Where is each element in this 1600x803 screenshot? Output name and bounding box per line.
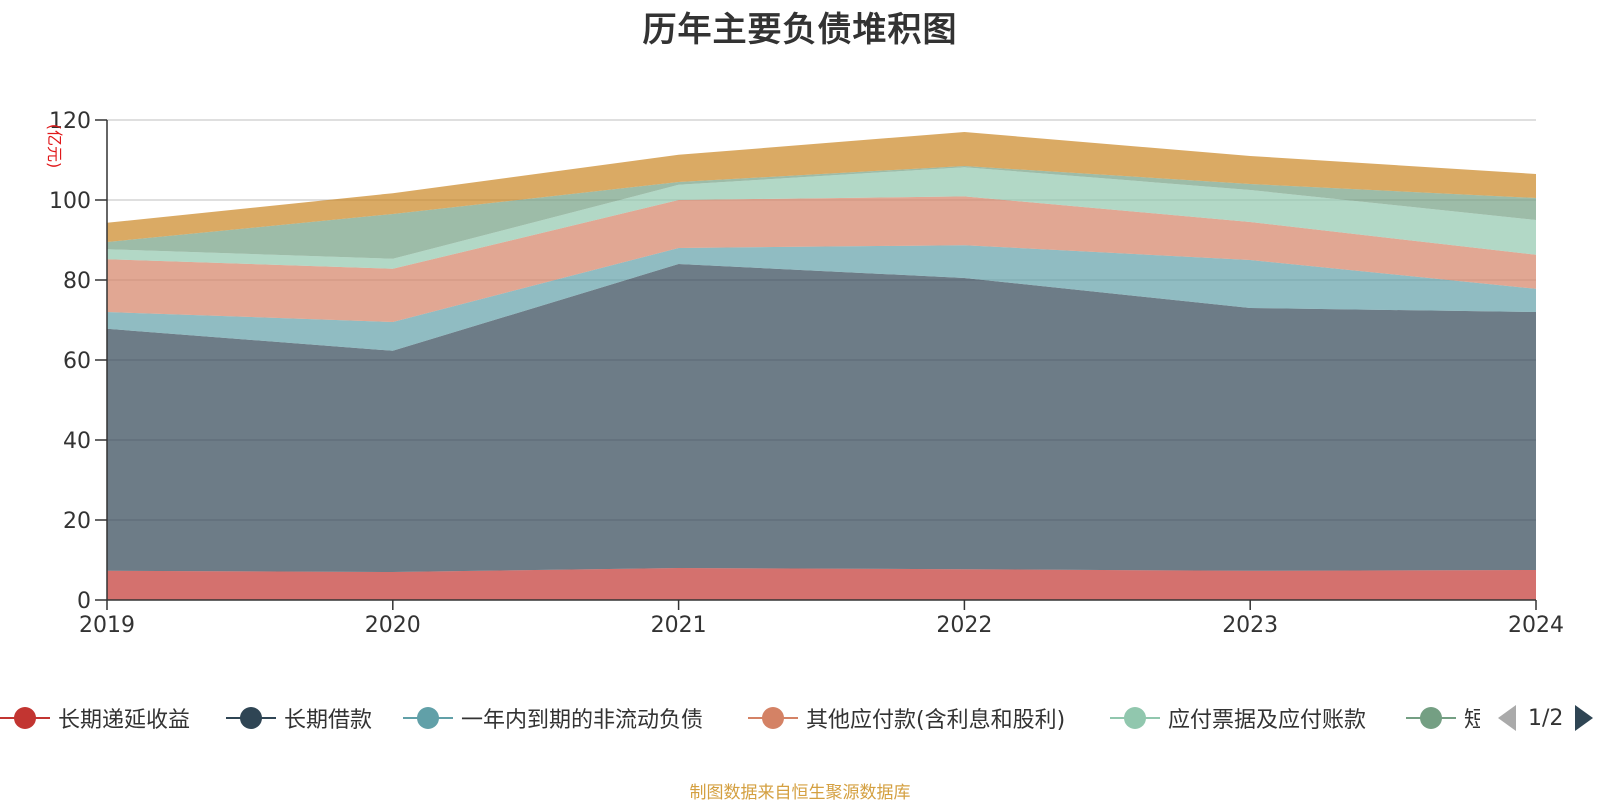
legend-item[interactable]: 其他应付款(含利息和股利): [748, 700, 1065, 736]
area-series-4[interactable]: [107, 167, 1536, 269]
legend-item[interactable]: 短: [1406, 700, 1480, 736]
legend: 长期递延收益 长期借款 一年内到期的非流动负债 其他应付款(含利息和股利) 应付票据及应…: [0, 700, 1480, 736]
y-tick-label: 120: [49, 109, 91, 134]
legend-item[interactable]: 长期递延收益: [0, 700, 190, 736]
data-source-note: 制图数据来自恒生聚源数据库: [689, 783, 911, 803]
x-tick-label: 2021: [651, 613, 707, 638]
legend-item[interactable]: 一年内到期的非流动负债: [403, 700, 703, 736]
legend-pager: 1/2: [1498, 700, 1594, 736]
legend-label: 一年内到期的非流动负债: [461, 708, 704, 733]
y-tick-label: 80: [63, 269, 91, 294]
y-tick-label: 20: [63, 509, 91, 534]
legend-marker-icon: [403, 700, 453, 736]
legend-page-indicator: 1/2: [1528, 705, 1564, 731]
area-series-2[interactable]: [107, 245, 1536, 351]
legend-marker-icon: [226, 700, 276, 736]
area-series: [107, 132, 1536, 600]
area-series-6[interactable]: [107, 132, 1536, 242]
legend-marker-icon: [1110, 700, 1160, 736]
y-tick-label: 0: [77, 589, 91, 614]
legend-label: 长期递延收益: [58, 708, 191, 733]
x-tick-label: 2019: [79, 613, 135, 638]
legend-prev-page-button[interactable]: [1498, 705, 1516, 731]
legend-label: 短: [1464, 708, 1480, 733]
x-tick-label: 2022: [936, 613, 992, 638]
legend-label: 其他应付款(含利息和股利): [806, 708, 1066, 733]
x-tick-label: 2020: [365, 613, 421, 638]
axes: 0 20 40 60 80 100 120 2019 2020 2021 2022 2023 2024: [49, 109, 1564, 638]
legend-marker-icon: [748, 700, 798, 736]
y-tick-label: 100: [49, 189, 91, 214]
x-tick-label: 2023: [1222, 613, 1278, 638]
y-tick-label: 40: [63, 429, 91, 454]
area-series-3[interactable]: [107, 196, 1536, 322]
legend-label: 应付票据及应付账款: [1168, 708, 1367, 733]
legend-marker-icon: [1406, 700, 1456, 736]
legend-item[interactable]: 应付票据及应付账款: [1110, 700, 1366, 736]
area-series-5[interactable]: [107, 166, 1536, 259]
chart-title: 历年主要负债堆积图: [642, 10, 958, 50]
y-tick-label: 60: [63, 349, 91, 374]
legend-label: 长期借款: [284, 708, 373, 733]
x-tick-label: 2024: [1508, 613, 1564, 638]
area-series-0[interactable]: [107, 568, 1536, 600]
legend-item[interactable]: 长期借款: [226, 700, 372, 736]
legend-next-page-button[interactable]: [1575, 705, 1594, 731]
y-axis-unit-label: (亿元): [45, 124, 64, 169]
legend-marker-icon: [0, 700, 50, 736]
area-series-1[interactable]: [107, 264, 1536, 572]
